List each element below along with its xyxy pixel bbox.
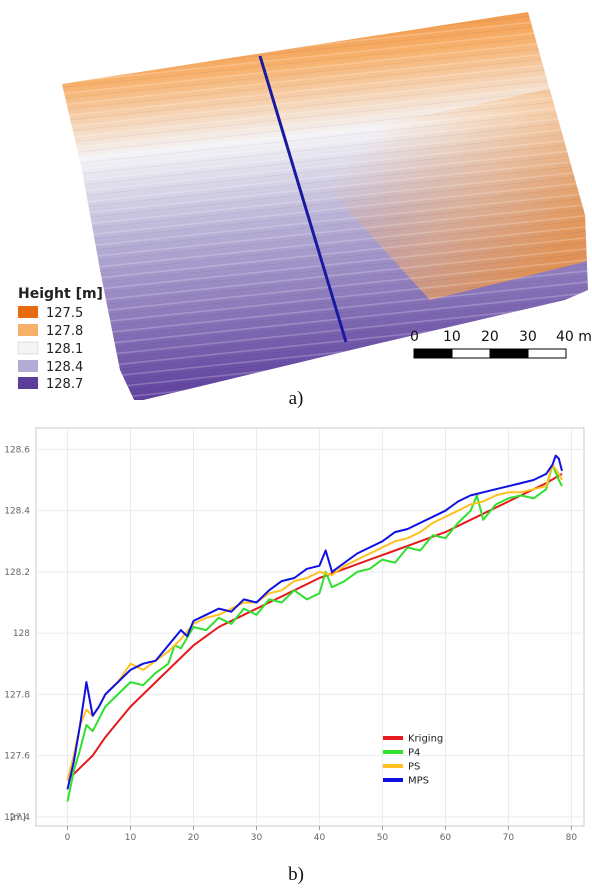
legend-title: Height [m] [18,286,103,302]
legend-swatch [18,324,38,336]
y-tick-label: 128.4 [4,507,30,517]
legend-item: 128.7 [18,377,83,392]
height-raster [62,12,588,400]
legend-label: 127.8 [46,324,83,339]
legend-label: 128.1 [46,342,83,357]
scale-label: 10 [443,329,461,345]
scale-segment [451,348,491,359]
legend-label: 128.7 [46,377,83,392]
x-tick-label: 30 [251,833,263,843]
x-tick-label: 10 [125,833,137,843]
tick-labels: 0 10 20 30 40 50 60 70 80 127.4 127.6 127.8 128 128.2… [4,445,577,843]
legend-label: 127.5 [46,306,83,321]
caption-a: a) [288,388,304,409]
legend-item: 128.4 [18,360,83,375]
legend-label: P4 [408,748,420,759]
x-tick-label: 20 [188,833,200,843]
legend-label: 128.4 [46,360,83,375]
x-tick-label: 70 [503,833,515,843]
legend-label: Kriging [408,734,443,745]
series-line-p4 [66,463,563,802]
scale-label: 20 [481,329,499,345]
x-tick-label: 50 [377,833,389,843]
y-axis-unit: [m] [10,813,26,823]
legend-swatch [18,377,38,389]
legend-item: 127.8 [18,324,83,339]
scale-label: 30 [519,329,537,345]
series-line-mps [66,454,563,790]
legend-swatch [18,306,38,318]
x-tick-label: 0 [65,833,71,843]
legend-item: 128.1 [17,341,83,357]
y-tick-label: 127.8 [4,690,30,700]
scale-label: 0 [410,329,419,345]
scale-label: 40 m [556,329,592,345]
legend-label: MPS [408,776,429,787]
legend-item: 127.5 [18,306,83,321]
y-tick-label: 128 [13,629,30,639]
y-tick-label: 127.4 [4,813,30,823]
plot-frame [35,427,585,827]
scale-segment [527,348,567,359]
legend-swatch [17,341,39,355]
scale-bar: 0 10 20 30 40 m [410,329,592,359]
series-line-ps [66,463,563,781]
y-tick-label: 127.6 [4,752,30,762]
profile-line [258,55,348,343]
scale-segment [413,348,453,359]
caption-b: b) [288,864,304,885]
series-legend: Kriging P4 PS MPS [383,734,443,787]
scale-segment [489,348,529,359]
series-line-kriging [66,473,563,781]
x-tick-label: 60 [440,833,452,843]
height-map-figure: Height [m] 127.5 127.8 128.1 128.4 128.7… [17,12,592,400]
y-tick-label: 128.6 [4,445,30,455]
legend-label: PS [408,762,420,773]
series-lines [66,454,563,802]
profile-chart: 0 10 20 30 40 50 60 70 80 127.4 127.6 127.8 128 128.2… [4,427,585,843]
x-tick-label: 40 [314,833,326,843]
height-legend: Height [m] 127.5 127.8 128.1 128.4 128.7 [17,286,103,392]
y-tick-label: 128.2 [4,568,30,578]
legend-swatch [18,360,38,372]
x-tick-label: 80 [566,833,578,843]
